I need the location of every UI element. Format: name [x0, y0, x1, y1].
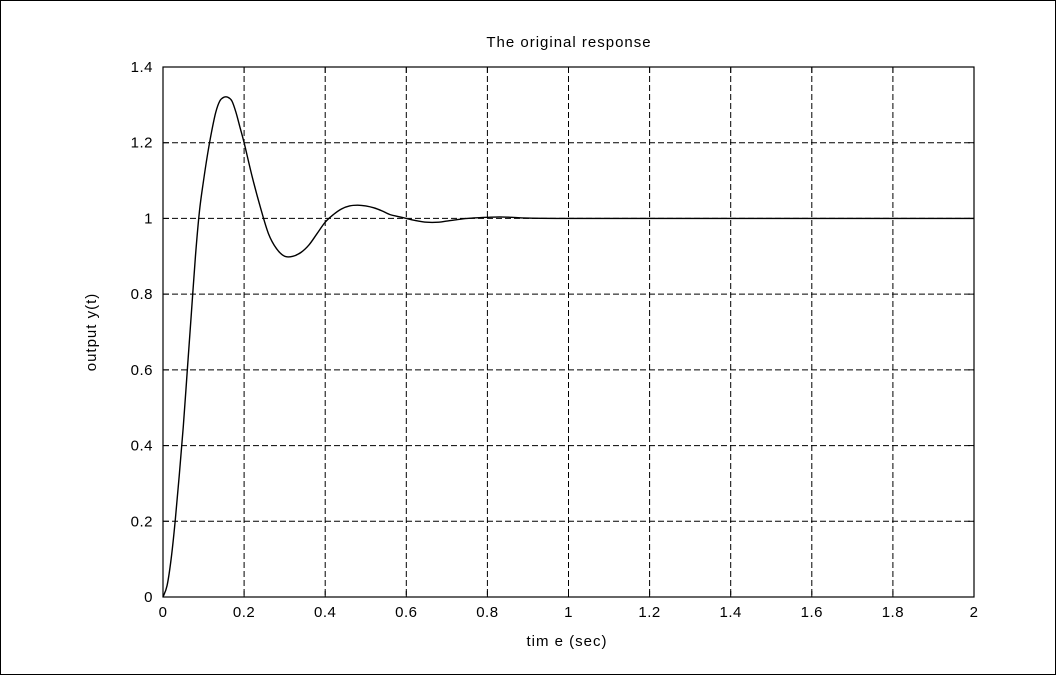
y-tick-label: 0 [144, 589, 153, 606]
x-tick-label: 0.2 [233, 604, 255, 621]
chart-title: The original response [486, 34, 651, 51]
x-tick-label: 1.4 [720, 604, 742, 621]
y-axis-label: output y(t) [83, 293, 100, 372]
x-axis-label: tim e (sec) [526, 633, 607, 650]
x-tick-label: 1.6 [801, 604, 823, 621]
x-tick-label: 0 [159, 604, 168, 621]
y-tick-label: 0.6 [131, 362, 153, 379]
y-tick-label: 1.2 [131, 135, 153, 152]
y-tick-labels: 0 0.2 0.4 0.6 0.8 1 1.2 1.4 [131, 59, 153, 606]
x-tick-label: 1.2 [638, 604, 660, 621]
response-curve [162, 96, 974, 598]
x-tick-label: 0.4 [314, 604, 336, 621]
y-tick-label: 0.8 [131, 286, 153, 303]
y-tick-label: 1.4 [131, 59, 153, 76]
y-tick-label: 0.4 [131, 438, 153, 455]
tick-layer [162, 66, 975, 598]
grid-layer [163, 67, 974, 597]
y-tick-label: 1 [144, 210, 153, 227]
y-tick-label: 0.2 [131, 513, 153, 530]
x-tick-label: 1.8 [882, 604, 904, 621]
x-tick-label: 0.6 [395, 604, 417, 621]
x-tick-label: 1 [564, 604, 573, 621]
x-tick-label: 0.8 [476, 604, 498, 621]
x-tick-labels: 0 0.2 0.4 0.6 0.8 1 1.2 1.4 1.6 1.8 2 [159, 604, 979, 621]
x-tick-label: 2 [970, 604, 979, 621]
